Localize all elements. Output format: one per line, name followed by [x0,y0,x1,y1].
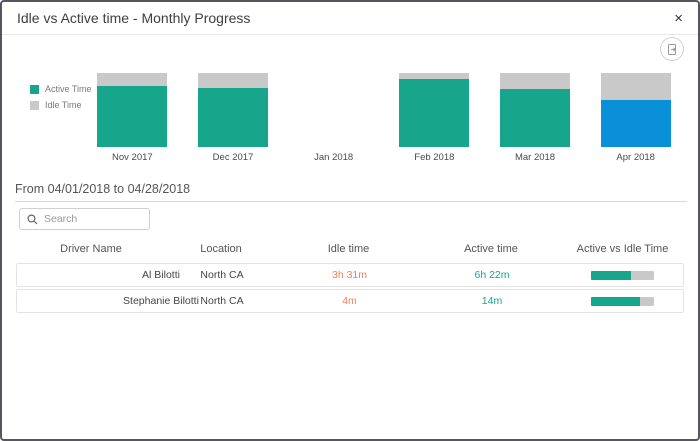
active-segment [600,99,671,147]
driver-name-cell: Stephanie Bilotti [123,295,199,307]
idle-time-cell: 3h 31m [331,269,368,281]
chart-column: Apr 2018 [585,73,686,163]
idle-time-cell: 4m [342,295,357,307]
idle-time-swatch [30,100,39,110]
idle-segment [500,73,571,90]
active-time-cell: 14m [481,295,503,307]
chart-category-label: Jan 2018 [314,152,354,163]
active-time-cell: 6h 22m [474,269,510,281]
col-header-driver-name: Driver Name [60,243,122,255]
dialog-titlebar: Idle vs Active time - Monthly Progress × [2,2,698,35]
chart-category-label: Mar 2018 [514,152,556,163]
active-segment [500,89,571,147]
search-box[interactable] [19,208,150,230]
legend-label-active: Active Time [45,84,92,94]
active-vs-idle-bar [591,270,654,280]
active-segment [97,86,168,147]
active-portion [591,270,632,280]
chart-bar[interactable] [500,73,571,147]
close-icon[interactable]: × [674,9,683,27]
date-range-label: From 04/01/2018 to 04/28/2018 [15,182,687,202]
col-header-active-time: Active time [464,243,518,255]
chart-columns: Nov 2017 Dec 2017 Jan 2018 Feb 2018 Mar 2018… [82,73,686,163]
idle-segment [97,73,168,87]
active-segment [198,87,268,147]
legend-item-active: Active Time [30,84,92,94]
chart-bar[interactable] [97,73,168,147]
chart-column: Nov 2017 [82,73,183,163]
idle-segment [198,73,268,88]
active-vs-idle-cell [562,296,683,306]
chart-category-label: Dec 2017 [212,152,254,163]
chart-bar[interactable] [198,73,268,147]
chart-column: Mar 2018 [485,73,586,163]
legend-item-idle: Idle Time [30,100,92,110]
active-vs-idle-cell [562,270,683,280]
chart-category-label: Feb 2018 [414,152,455,163]
chart-bar[interactable] [600,73,671,147]
chart-category-label: Apr 2018 [616,152,655,163]
col-header-idle-time: Idle time [327,243,370,255]
idle-segment [600,73,671,100]
active-portion [591,296,641,306]
active-time-swatch [30,84,39,94]
location-cell: North CA [200,269,244,281]
table-body: Al Bilotti North CA 3h 31m 6h 22m Stepha… [16,263,684,315]
dialog-title: Idle vs Active time - Monthly Progress [17,10,251,26]
legend-label-idle: Idle Time [45,100,82,110]
export-button[interactable] [660,37,684,61]
chart-column: Dec 2017 [183,73,284,163]
location-cell: North CA [200,295,244,307]
search-input[interactable] [44,213,142,225]
chart-column: Feb 2018 [384,73,485,163]
col-header-active-vs-idle: Active vs Idle Time [576,243,669,255]
chart-bar[interactable] [399,73,470,147]
col-header-location: Location [200,243,242,255]
chart-category-label: Nov 2017 [112,152,153,163]
table-row[interactable]: Stephanie Bilotti North CA 4m 14m [16,289,684,313]
table-header: Driver Name Location Idle time Active ti… [16,243,684,255]
chart-column: Jan 2018 [283,73,384,163]
chart-bar[interactable] [299,73,369,147]
search-icon [27,213,38,224]
idle-segment [399,73,470,79]
chart-legend: Active Time Idle Time [30,84,92,116]
driver-name-cell: Al Bilotti [142,269,180,281]
active-segment [399,78,470,147]
active-vs-idle-bar [591,296,654,306]
export-report-icon [667,43,676,55]
monthly-progress-chart: Active Time Idle Time Nov 2017 Dec 2017 Ja… [2,62,698,167]
table-row[interactable]: Al Bilotti North CA 3h 31m 6h 22m [16,263,684,287]
